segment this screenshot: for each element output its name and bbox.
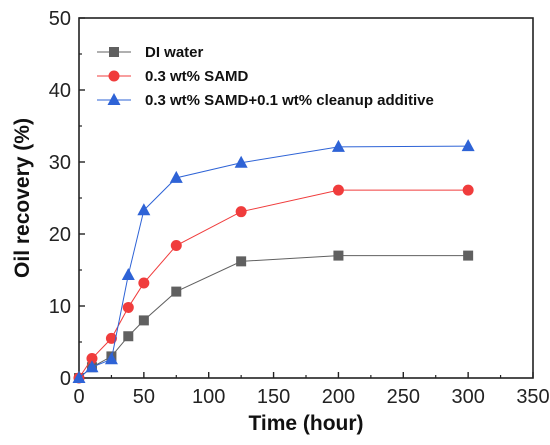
y-tick-label: 0 bbox=[60, 368, 71, 390]
data-point bbox=[104, 352, 118, 365]
legend-marker bbox=[108, 70, 120, 82]
data-point bbox=[137, 203, 151, 216]
legend-label: DI water bbox=[145, 44, 204, 61]
y-tick-label: 30 bbox=[49, 152, 71, 174]
legend-label: 0.3 wt% SAMD bbox=[145, 68, 249, 85]
x-tick-label: 50 bbox=[133, 386, 155, 408]
legend-label: 0.3 wt% SAMD+0.1 wt% cleanup additive bbox=[145, 92, 434, 109]
data-point bbox=[235, 206, 247, 218]
x-axis-title: Time (hour) bbox=[248, 412, 363, 435]
series-layer bbox=[72, 139, 475, 384]
series-line bbox=[78, 189, 469, 379]
data-point bbox=[169, 170, 183, 183]
legend-marker bbox=[109, 47, 119, 57]
y-tick-label: 40 bbox=[49, 80, 71, 102]
y-tick-label: 20 bbox=[49, 224, 71, 246]
x-tick-label: 200 bbox=[322, 386, 355, 408]
axis-ticks: 0 50 100 150 200 250 300 350 0 10 20 30 40 50 bbox=[49, 8, 550, 408]
data-point bbox=[72, 371, 86, 383]
data-point bbox=[463, 250, 474, 261]
data-point bbox=[171, 286, 182, 297]
data-point bbox=[138, 277, 150, 289]
series-square bbox=[74, 250, 474, 383]
data-point bbox=[234, 155, 248, 168]
data-point bbox=[121, 268, 135, 281]
data-point bbox=[105, 332, 117, 344]
y-tick-label: 10 bbox=[49, 296, 71, 318]
data-point bbox=[332, 184, 344, 196]
x-tick-label: 150 bbox=[257, 386, 290, 408]
series-line bbox=[78, 255, 469, 379]
data-point bbox=[123, 331, 134, 342]
data-point bbox=[236, 256, 247, 267]
data-point bbox=[170, 240, 182, 252]
data-point bbox=[86, 353, 98, 365]
data-point bbox=[461, 139, 475, 152]
x-tick-label: 350 bbox=[516, 386, 549, 408]
data-point bbox=[138, 315, 149, 326]
data-point bbox=[122, 301, 134, 313]
x-tick-label: 300 bbox=[451, 386, 484, 408]
data-point bbox=[331, 139, 345, 152]
y-tick-label: 50 bbox=[49, 8, 71, 30]
x-tick-label: 100 bbox=[192, 386, 225, 408]
data-point bbox=[85, 360, 99, 373]
data-point bbox=[462, 184, 474, 196]
x-tick-label: 0 bbox=[73, 386, 84, 408]
series-triangle bbox=[72, 139, 475, 383]
legend: DI water 0.3 wt% SAMD 0.3 wt% SAMD+0.1 wt%… bbox=[97, 44, 434, 109]
y-axis-title: Oil recovery (%) bbox=[11, 118, 34, 278]
series-line bbox=[78, 145, 469, 379]
data-point bbox=[333, 250, 344, 261]
x-tick-label: 250 bbox=[387, 386, 420, 408]
legend-marker bbox=[107, 93, 121, 105]
series-circle bbox=[73, 184, 474, 384]
